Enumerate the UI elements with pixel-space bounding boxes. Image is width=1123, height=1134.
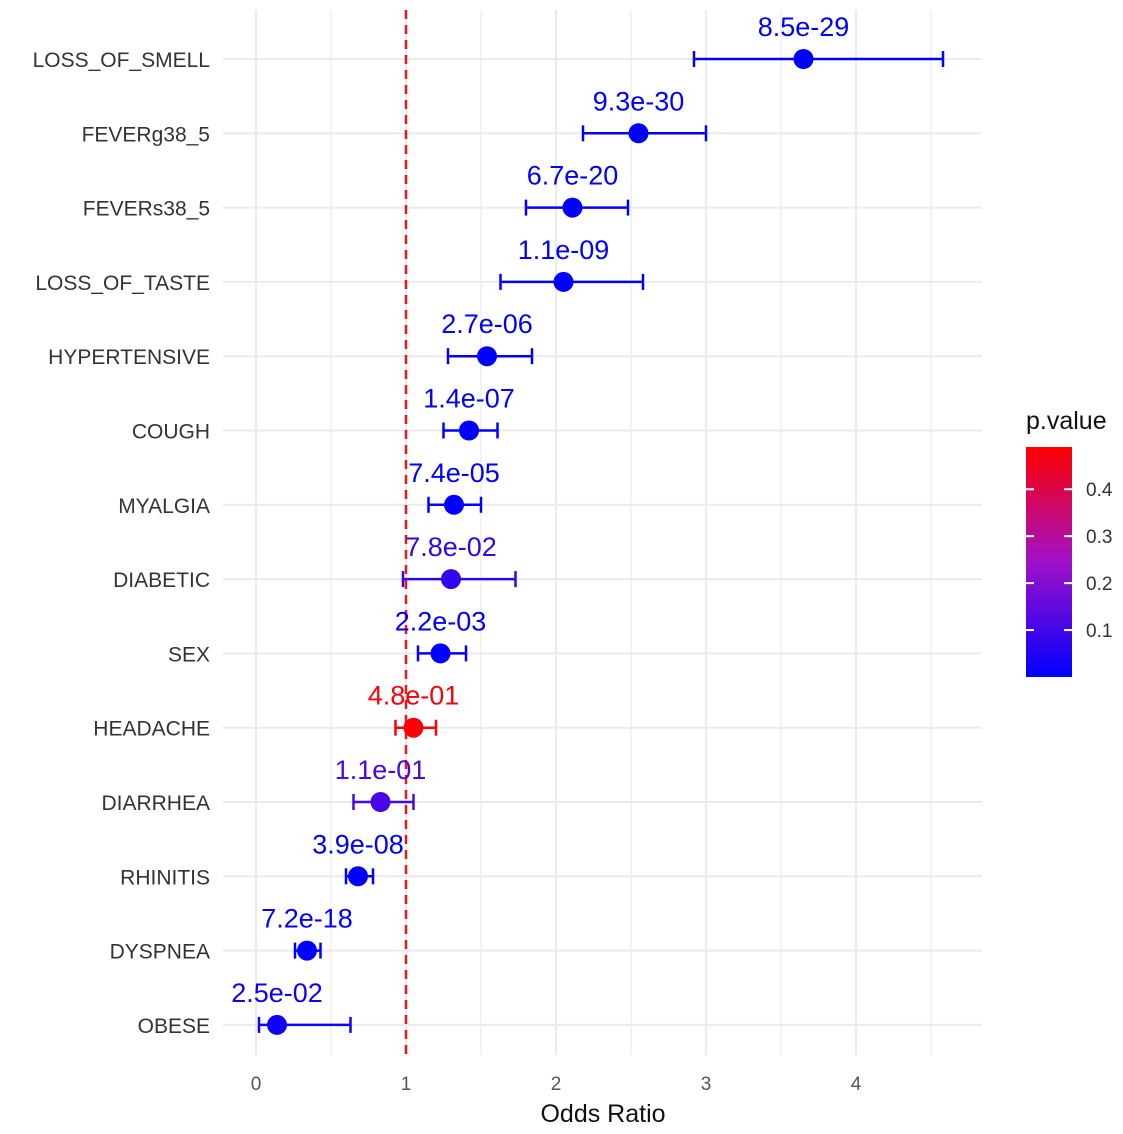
p-value-label: 2.5e-02: [231, 978, 323, 1008]
x-tick-label: 0: [251, 1074, 262, 1095]
point-marker: [553, 271, 574, 292]
point-marker: [370, 792, 391, 812]
point-marker: [793, 49, 814, 69]
p-value-label: 2.2e-03: [395, 606, 487, 636]
p-value-label: 9.3e-30: [593, 86, 685, 116]
y-tick-label: FEVERs38_5: [83, 198, 210, 221]
y-tick-label: DIABETIC: [113, 569, 210, 592]
forest-row: 7.8e-02: [401, 532, 517, 590]
forest-row: 1.1e-09: [499, 235, 645, 292]
forest-row: 2.5e-02: [231, 978, 352, 1035]
p-value-label: 1.4e-07: [423, 384, 515, 414]
y-tick-label: HEADACHE: [93, 718, 210, 741]
y-tick-label: MYALGIA: [118, 495, 210, 518]
point-marker: [441, 569, 461, 590]
forest-row: 1.4e-07: [423, 384, 515, 441]
x-axis-title: Odds Ratio: [540, 1100, 665, 1128]
forest-row: 1.1e-01: [335, 755, 427, 812]
point-marker: [459, 420, 479, 441]
x-tick-label: 1: [401, 1074, 412, 1095]
legend-ticks: 0.1 0.2 0.3 0.4: [1026, 480, 1113, 642]
p-value-label: 1.1e-09: [518, 235, 610, 265]
legend-tick-label: 0.3: [1086, 527, 1112, 548]
forest-row: 9.3e-30: [581, 86, 708, 144]
p-value-label: 3.9e-08: [312, 829, 404, 859]
point-marker: [267, 1014, 287, 1035]
point-marker: [403, 717, 424, 738]
x-tick-label: 4: [851, 1074, 862, 1095]
forest-row: 3.9e-08: [312, 829, 404, 887]
legend-title: p.value: [1026, 407, 1107, 435]
forest-row: 7.4e-05: [408, 458, 500, 515]
color-legend: p.value 0.1 0.2 0.3 0.4: [1026, 407, 1113, 677]
forest-row: 7.2e-18: [261, 904, 353, 961]
p-value-label: 8.5e-29: [758, 12, 850, 42]
p-value-label: 1.1e-01: [335, 755, 427, 785]
y-tick-label: FEVERg38_5: [82, 123, 210, 146]
forest-row: 8.5e-29: [692, 12, 945, 69]
x-tick-label: 2: [551, 1074, 562, 1095]
y-tick-label: COUGH: [132, 421, 210, 444]
p-value-label: 7.8e-02: [405, 532, 497, 562]
point-marker: [430, 643, 451, 664]
y-tick-label: DYSPNEA: [110, 941, 210, 964]
y-tick-label: OBESE: [138, 1015, 210, 1038]
y-tick-labels: LOSS_OF_SMELL FEVERg38_5 FEVERs38_5 LOSS_OF…: [33, 49, 210, 1038]
x-tick-labels: 0 1 2 3 4: [251, 1074, 862, 1095]
p-value-label: 2.7e-06: [441, 309, 533, 339]
forest-row: 2.7e-06: [441, 309, 534, 367]
legend-tick-label: 0.4: [1086, 480, 1113, 501]
forest-row: 6.7e-20: [524, 161, 630, 218]
legend-tick-label: 0.1: [1086, 621, 1112, 642]
y-tick-label: DIARRHEA: [101, 792, 210, 815]
point-marker: [444, 494, 464, 515]
y-tick-label: LOSS_OF_TASTE: [35, 272, 210, 295]
legend-tick-label: 0.2: [1086, 574, 1112, 595]
point-marker: [297, 940, 317, 961]
forest-row: 4.8e-01: [368, 681, 460, 738]
p-value-label: 4.8e-01: [368, 681, 460, 711]
point-marker: [348, 866, 368, 887]
point-marker: [628, 123, 649, 144]
y-tick-label: LOSS_OF_SMELL: [33, 49, 210, 72]
data-marks: 8.5e-29 9.3e-30 6.7e-20 1.1e-09 2.7e-06 1.4e-…: [231, 12, 945, 1035]
x-tick-label: 3: [701, 1074, 712, 1095]
legend-colorbar: [1026, 447, 1072, 677]
p-value-label: 7.2e-18: [261, 904, 353, 934]
y-tick-label: HYPERTENSIVE: [48, 346, 210, 369]
y-tick-label: RHINITIS: [120, 866, 210, 889]
y-tick-label: SEX: [168, 643, 210, 666]
point-marker: [562, 197, 583, 218]
point-marker: [477, 346, 497, 367]
p-value-label: 7.4e-05: [408, 458, 500, 488]
forest-row: 2.2e-03: [395, 606, 487, 664]
p-value-label: 6.7e-20: [527, 161, 619, 191]
